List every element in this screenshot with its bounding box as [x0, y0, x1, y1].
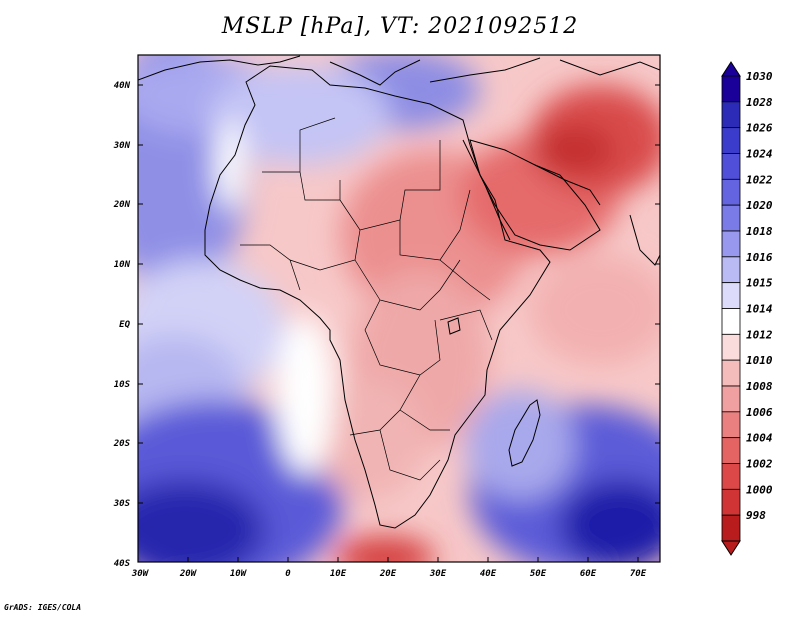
lat-label: 20N [113, 200, 131, 210]
colorbar-swatch [721, 282, 741, 309]
colorbar-label: 1020 [746, 199, 773, 212]
lat-label: 30S [113, 499, 131, 509]
india-coastline [629, 214, 660, 266]
colorbar-label: 1000 [746, 483, 773, 496]
pressure-field [138, 55, 660, 562]
colorbar-label: 1026 [746, 122, 773, 135]
colorbar-label: 1024 [746, 148, 773, 161]
colorbar-swatch [721, 514, 741, 542]
colorbar-swatch [721, 75, 741, 103]
colorbar-swatch [721, 230, 741, 258]
colorbar-label: 1006 [746, 406, 773, 419]
colorbar-label: 1008 [746, 380, 773, 393]
colorbar-label: 1012 [746, 328, 773, 341]
lon-label: 70E [630, 569, 647, 579]
colorbar-swatch [721, 437, 741, 464]
colorbar-label: 1016 [746, 251, 773, 264]
lat-axis: 40N 30N 20N 10N EQ 10S 20S 30S 40S [113, 81, 131, 569]
colorbar-label: 1004 [746, 432, 773, 445]
lon-label: 60E [580, 569, 597, 579]
map-figure: 40N 30N 20N 10N EQ 10S 20S 30S 40S 30W 2… [113, 54, 773, 579]
lon-label: 0 [285, 569, 291, 579]
lat-label: 40N [114, 81, 131, 91]
lat-label: 10N [114, 260, 131, 270]
lake-victoria [447, 317, 461, 335]
colorbar-swatch [721, 463, 741, 490]
persian-gulf [534, 164, 601, 206]
colorbar-swatch [721, 256, 741, 284]
colorbar-label: 1018 [746, 225, 773, 238]
lat-label: 30N [113, 141, 131, 151]
lon-label: 40E [480, 569, 497, 579]
colorbar-swatch [721, 127, 741, 154]
colorbar-swatch [721, 411, 741, 439]
map-frame [137, 54, 661, 563]
europe-coastline [138, 55, 660, 86]
colorbar-swatch [721, 385, 741, 413]
lon-label: 30W [131, 569, 150, 579]
lon-axis: 30W 20W 10W 0 10E 20E 30E 40E 50E 60E 70… [131, 569, 647, 579]
lon-label: 10E [330, 569, 347, 579]
colorbar-label: 1002 [746, 458, 773, 471]
coastlines [138, 55, 660, 529]
colorbar-label: 1014 [746, 303, 773, 316]
lon-label: 20W [179, 569, 198, 579]
colorbar-swatch [721, 359, 741, 387]
colorbar-label: 1015 [746, 277, 773, 290]
colorbar-label: 1022 [746, 173, 773, 186]
colorbar: 1030 1028 1026 1024 1022 1020 1018 1016 1015 1014… [721, 61, 773, 556]
colorbar-swatch [721, 204, 741, 232]
colorbar-label: 1010 [746, 354, 773, 367]
lat-label: 10S [114, 380, 131, 390]
colorbar-swatch [721, 488, 741, 516]
lat-label: 20S [113, 439, 131, 449]
africa-coastline [204, 65, 551, 529]
colorbar-bottom-arrow [721, 540, 741, 556]
colorbar-swatch [721, 153, 741, 180]
colorbar-swatch [721, 308, 741, 335]
colorbar-top-arrow [721, 61, 741, 77]
arabia-coastline [469, 139, 601, 251]
lon-label: 30E [429, 569, 447, 579]
country-borders [240, 117, 493, 481]
madagascar [508, 399, 541, 467]
lon-label: 50E [530, 569, 547, 579]
map-title: MSLP [hPa], VT: 2021092512 [221, 14, 579, 39]
lat-label: 40S [114, 559, 131, 569]
colorbar-label: 1030 [746, 70, 773, 83]
footer-credit: GrADS: IGES/COLA [4, 603, 82, 612]
lon-label: 10W [230, 569, 248, 579]
lon-label: 20E [379, 569, 397, 579]
lat-label: EQ [119, 320, 130, 330]
colorbar-swatch [721, 333, 741, 361]
colorbar-label: 1028 [746, 96, 773, 109]
red-sea [462, 139, 511, 241]
colorbar-swatch [721, 101, 741, 129]
colorbar-swatch [721, 178, 741, 206]
colorbar-label: 998 [746, 509, 766, 522]
